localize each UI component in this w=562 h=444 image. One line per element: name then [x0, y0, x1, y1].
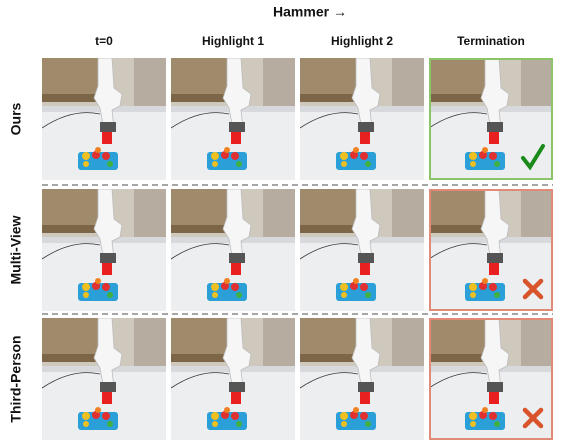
row-label: Third-Person — [8, 335, 24, 422]
frame-border — [429, 189, 553, 311]
frame-image — [42, 189, 166, 311]
column-header: Termination — [457, 34, 525, 48]
frame-image — [171, 318, 295, 440]
frame-image — [42, 58, 166, 180]
column-header: Highlight 2 — [331, 34, 393, 48]
frame-image — [300, 58, 424, 180]
row-label: Multi-View — [8, 215, 24, 284]
frame-image — [300, 318, 424, 440]
frame-image — [171, 189, 295, 311]
frame-image — [300, 189, 424, 311]
row-label: Ours — [8, 102, 24, 135]
frame-image — [42, 318, 166, 440]
figure-title: Hammer → — [273, 4, 347, 20]
frame-border — [429, 318, 553, 440]
failure-icon — [522, 407, 544, 429]
failure-icon — [522, 278, 544, 300]
column-header: Highlight 1 — [202, 34, 264, 48]
frame-border — [429, 58, 553, 180]
column-header: t=0 — [95, 34, 113, 48]
success-icon — [521, 144, 545, 171]
frame-image — [171, 58, 295, 180]
